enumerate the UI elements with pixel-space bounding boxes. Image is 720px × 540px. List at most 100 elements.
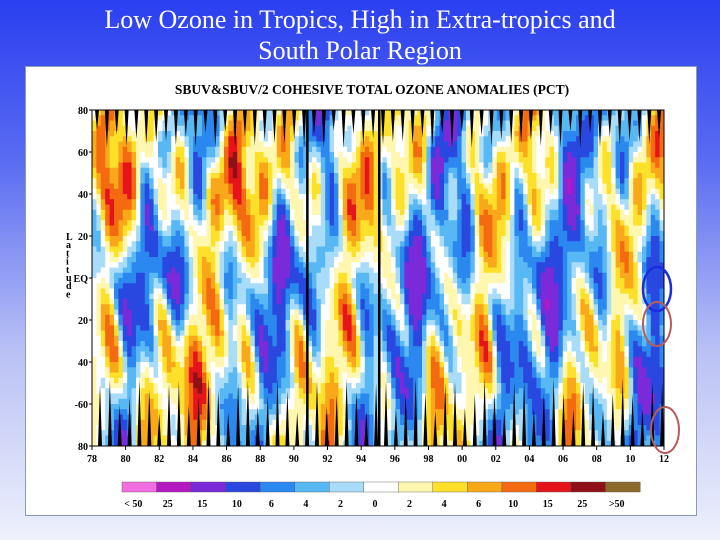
heatmap-cell <box>237 314 242 321</box>
heatmap-cell <box>360 419 366 426</box>
heatmap-cell <box>96 199 102 205</box>
heatmap-cell <box>180 173 185 179</box>
heatmap-cell <box>360 262 366 268</box>
heatmap-cell <box>369 257 374 263</box>
heatmap-cell <box>237 225 242 232</box>
heatmap-cell <box>109 383 115 389</box>
heatmap-cell <box>325 225 330 232</box>
heatmap-cell <box>131 377 137 384</box>
heatmap-cell <box>96 341 102 347</box>
heatmap-cell <box>140 183 146 190</box>
heatmap-cell <box>228 257 234 263</box>
heatmap-cell <box>127 115 132 121</box>
heatmap-cell <box>426 146 432 153</box>
heatmap-cell <box>263 299 269 305</box>
heatmap-cell <box>285 120 291 127</box>
heatmap-cell <box>109 314 115 321</box>
heatmap-cell <box>114 225 119 232</box>
heatmap-cell <box>144 157 150 163</box>
heatmap-cell <box>162 304 168 310</box>
heatmap-cell <box>202 152 207 158</box>
heatmap-cell <box>166 209 172 216</box>
heatmap-cell <box>386 178 392 184</box>
heatmap-cell <box>417 341 423 347</box>
heatmap-cell <box>369 440 374 447</box>
heatmap-cell <box>307 110 313 116</box>
heatmap-cell <box>206 131 212 137</box>
heatmap-cell <box>118 167 124 174</box>
heatmap-cell <box>400 267 405 274</box>
heatmap-cell <box>404 120 410 127</box>
heatmap-cell <box>360 173 366 179</box>
heatmap-cell <box>338 262 344 268</box>
heatmap-cell <box>312 351 317 358</box>
heatmap-cell <box>290 183 295 190</box>
heatmap-cell <box>373 362 379 368</box>
heatmap-cell <box>364 304 370 310</box>
heatmap-cell <box>400 398 405 405</box>
heatmap-cell <box>118 188 124 195</box>
heatmap-cell <box>307 335 313 342</box>
heatmap-cell <box>127 209 132 216</box>
heatmap-cell <box>329 152 335 158</box>
heatmap-cell <box>325 372 330 379</box>
heatmap-cell <box>210 388 216 394</box>
heatmap-cell <box>100 335 106 342</box>
heatmap-cell <box>382 246 388 253</box>
heatmap-cell <box>118 377 124 384</box>
heatmap-cell <box>285 241 291 247</box>
heatmap-cell <box>140 157 146 163</box>
heatmap-cell <box>202 204 207 211</box>
heatmap-cell <box>171 162 176 169</box>
heatmap-cell <box>92 425 97 431</box>
heatmap-cell <box>426 236 432 242</box>
heatmap-cell <box>351 325 357 331</box>
heatmap-cell <box>325 115 330 121</box>
heatmap-cell <box>285 257 291 263</box>
heatmap-cell <box>140 136 146 142</box>
heatmap-cell <box>228 346 234 352</box>
heatmap-cell <box>158 414 163 421</box>
heatmap-cell <box>400 173 405 179</box>
heatmap-cell <box>334 262 339 268</box>
heatmap-cell <box>202 362 207 368</box>
heatmap-cell <box>171 320 176 326</box>
heatmap-cell <box>272 440 278 447</box>
heatmap-cell <box>96 372 102 379</box>
heatmap-cell <box>215 356 220 363</box>
heatmap-cell <box>342 414 348 421</box>
heatmap-cell <box>96 409 102 415</box>
heatmap-cell <box>303 152 308 158</box>
heatmap-cell <box>193 330 198 337</box>
heatmap-cell <box>290 209 295 216</box>
heatmap-cell <box>92 388 97 394</box>
heatmap-cell <box>426 267 432 274</box>
heatmap-cell <box>250 183 256 190</box>
heatmap-cell <box>250 293 256 300</box>
heatmap-cell <box>272 383 278 389</box>
heatmap-cell <box>237 204 242 211</box>
heatmap-cell <box>118 157 124 163</box>
heatmap-cell <box>246 199 251 205</box>
heatmap-cell <box>210 188 216 195</box>
heatmap-cell <box>408 204 414 211</box>
heatmap-cell <box>364 377 370 384</box>
heatmap-cell <box>263 251 269 258</box>
heatmap-cell <box>206 283 212 289</box>
heatmap-cell <box>228 173 234 179</box>
heatmap-cell <box>342 183 348 190</box>
heatmap-cell <box>215 404 220 410</box>
heatmap-cell <box>404 330 410 337</box>
heatmap-cell <box>422 272 427 279</box>
heatmap-cell <box>162 293 168 300</box>
heatmap-cell <box>158 404 163 410</box>
heatmap-cell <box>92 320 97 326</box>
heatmap-cell <box>158 136 163 142</box>
heatmap-cell <box>294 173 300 179</box>
heatmap-cell <box>320 183 326 190</box>
heatmap-cell <box>334 314 339 321</box>
heatmap-cell <box>386 209 392 216</box>
heatmap-cell <box>334 283 339 289</box>
heatmap-cell <box>307 341 313 347</box>
heatmap-cell <box>320 330 326 337</box>
